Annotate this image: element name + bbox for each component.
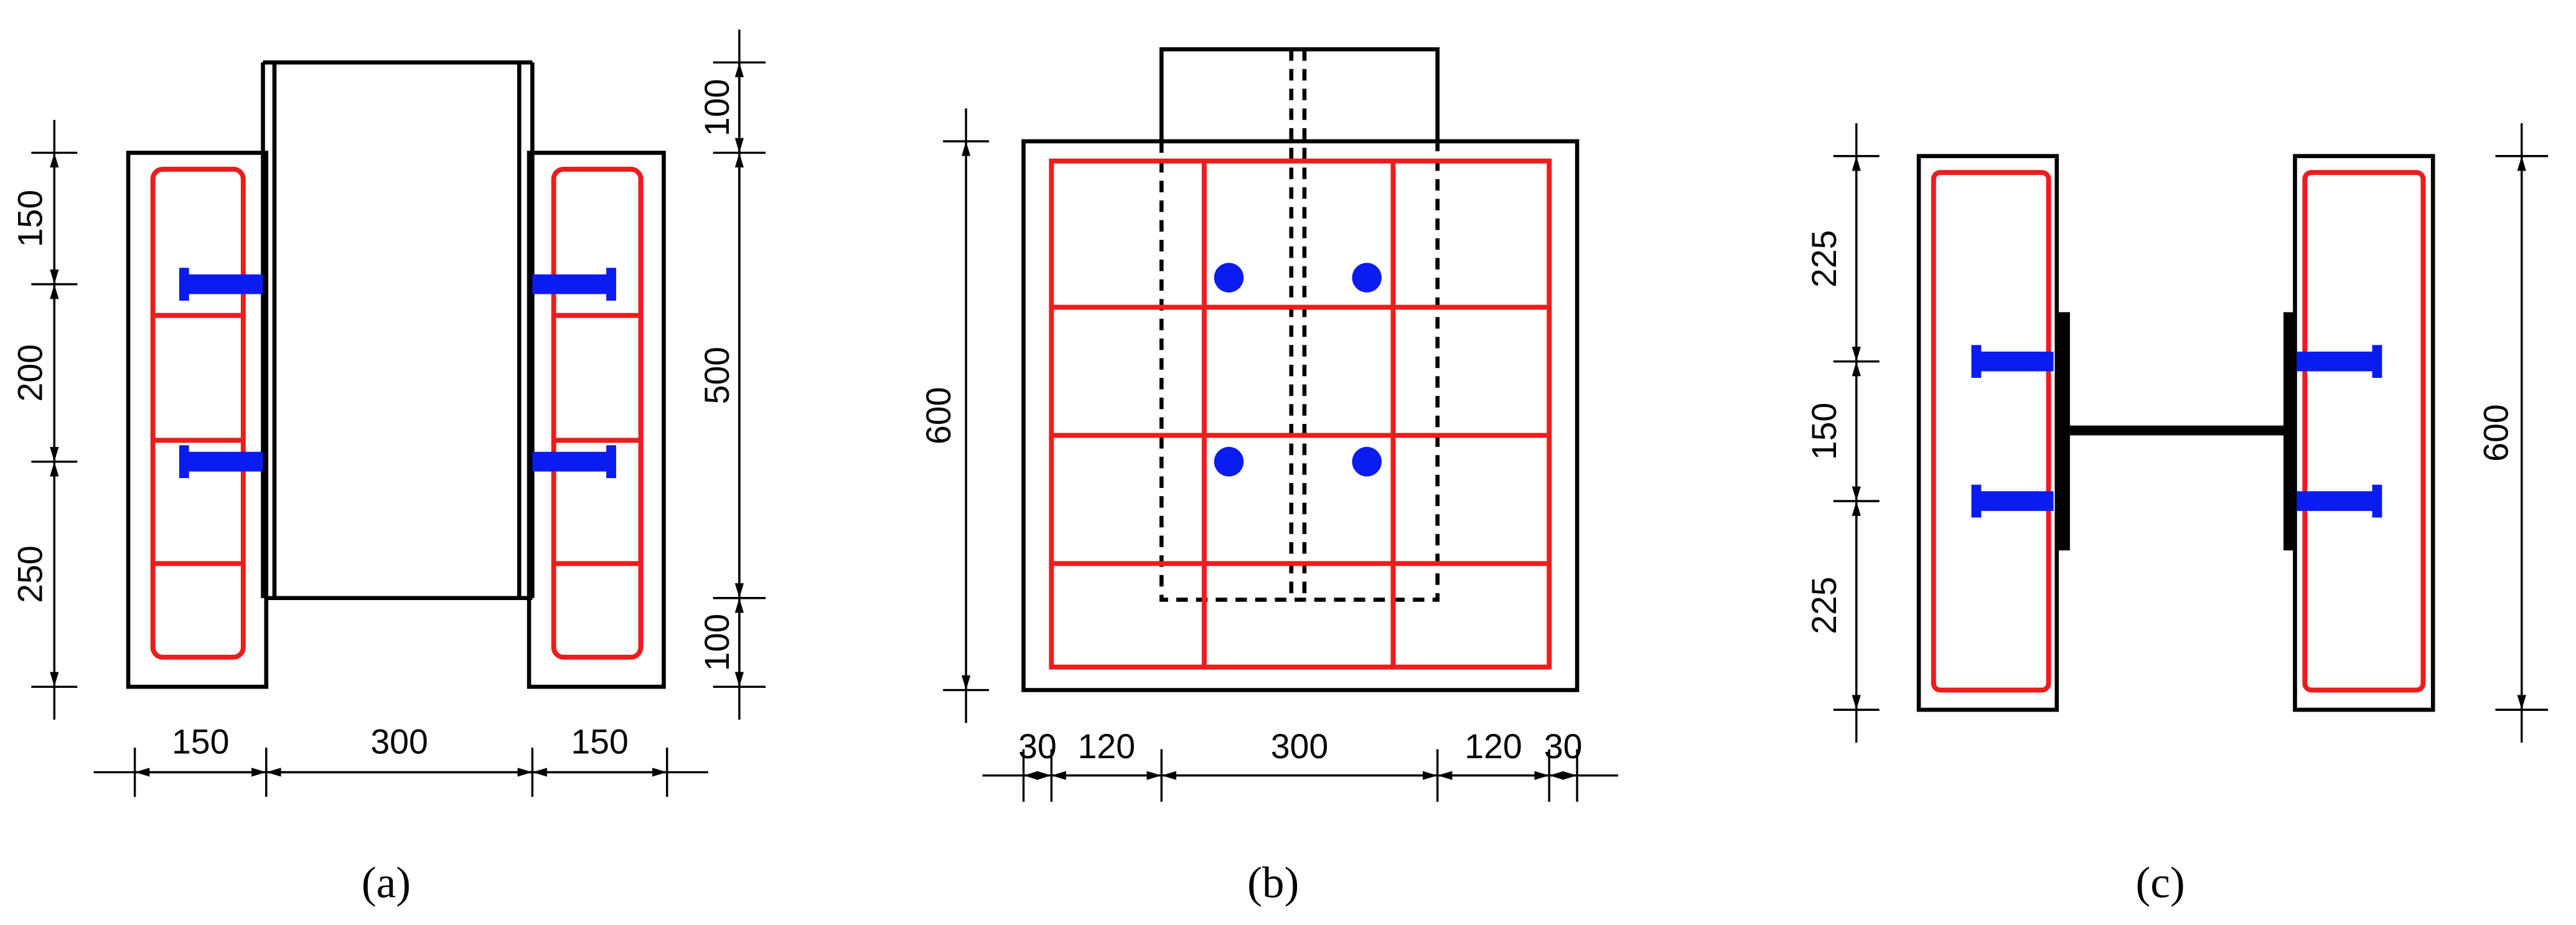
dimension-label: 600 xyxy=(2476,404,2515,461)
panel-c-drawing-part xyxy=(2293,154,2435,712)
panel-a-drawing-part xyxy=(261,60,535,601)
panel-b-drawing-part xyxy=(1159,47,1440,141)
dimension-label: 150 xyxy=(172,722,229,761)
panel-c-drawing-part xyxy=(1931,170,2051,693)
dimension-label: 300 xyxy=(370,722,428,761)
panel-b-drawing-part xyxy=(1049,158,1552,670)
caption: (c) xyxy=(2135,858,2185,908)
dimension-label: 120 xyxy=(1078,727,1135,766)
panel-b-drawing-part xyxy=(1021,139,1580,692)
caption: (a) xyxy=(362,858,411,908)
panel-c-drawing-part xyxy=(1971,484,1982,518)
dimension-label: 300 xyxy=(1271,727,1328,766)
panel-b-drawing-part xyxy=(1352,263,1382,293)
panel-c-drawing xyxy=(1916,154,2435,712)
panel-c-drawing-part xyxy=(2283,312,2297,551)
panel-a-drawing-part xyxy=(551,166,644,660)
panel-c-drawing-part xyxy=(1916,154,2059,712)
dimension-label: 225 xyxy=(1805,230,1843,287)
panel-a-drawing-part xyxy=(179,445,189,479)
dimension-label: 150 xyxy=(1805,403,1843,460)
panel-a-drawing-part xyxy=(527,151,666,689)
panel-c-drawing-part xyxy=(2372,345,2382,378)
dimension-label: 100 xyxy=(698,79,736,136)
panel-a-drawing xyxy=(126,60,666,689)
dimension-label: 120 xyxy=(1464,727,1522,766)
panel-c-drawing-part xyxy=(2372,484,2382,518)
panel-a-drawing-part xyxy=(187,274,263,294)
dimension-label: 30 xyxy=(1544,727,1583,766)
dimension-label: 250 xyxy=(11,545,50,603)
panel-c-drawing-part xyxy=(2297,351,2374,372)
dimension-label: 150 xyxy=(571,722,628,761)
dimension-label: 200 xyxy=(11,344,50,401)
panel-a-drawing-part xyxy=(187,451,263,472)
dimension-label: 500 xyxy=(698,347,736,404)
panel-a-drawing-part xyxy=(126,151,269,689)
dimension-label: 225 xyxy=(1805,576,1843,634)
panel-a-drawing-part xyxy=(532,451,608,472)
panel-b-drawing xyxy=(1021,47,1580,692)
panel-a-drawing-part xyxy=(532,274,608,294)
dimension-label: 30 xyxy=(1018,727,1057,766)
caption: (b) xyxy=(1247,858,1299,908)
panel-c-drawing-part xyxy=(2069,425,2283,436)
panel-a-drawing-part xyxy=(606,268,616,301)
panel-c-drawing-part xyxy=(1971,345,1982,378)
panel-b-drawing-part xyxy=(1051,161,1550,667)
panel-c-drawing-part xyxy=(1979,491,2054,511)
panel-a-drawing-part xyxy=(606,445,616,479)
dimension-label: 600 xyxy=(919,387,958,444)
panel-a-drawing-part xyxy=(152,312,243,566)
panel-b-drawing-part xyxy=(1214,263,1244,293)
panel-c-drawing-part xyxy=(2056,312,2070,551)
panel-a-drawing-part xyxy=(179,268,189,301)
panel-a-drawing-part xyxy=(553,312,641,566)
dimension-label: 100 xyxy=(698,614,736,671)
panel-b-drawing-part xyxy=(1159,49,1440,602)
panel-a-drawing-part xyxy=(150,166,246,660)
dimension-label: 150 xyxy=(11,190,50,247)
panel-c-drawing-part xyxy=(2297,491,2374,511)
panel-b-drawing-part xyxy=(1352,446,1382,477)
panel-c-drawing-part xyxy=(2302,170,2426,693)
panel-c-drawing-part xyxy=(1979,351,2054,372)
panel-b-drawing-part xyxy=(1214,446,1244,477)
